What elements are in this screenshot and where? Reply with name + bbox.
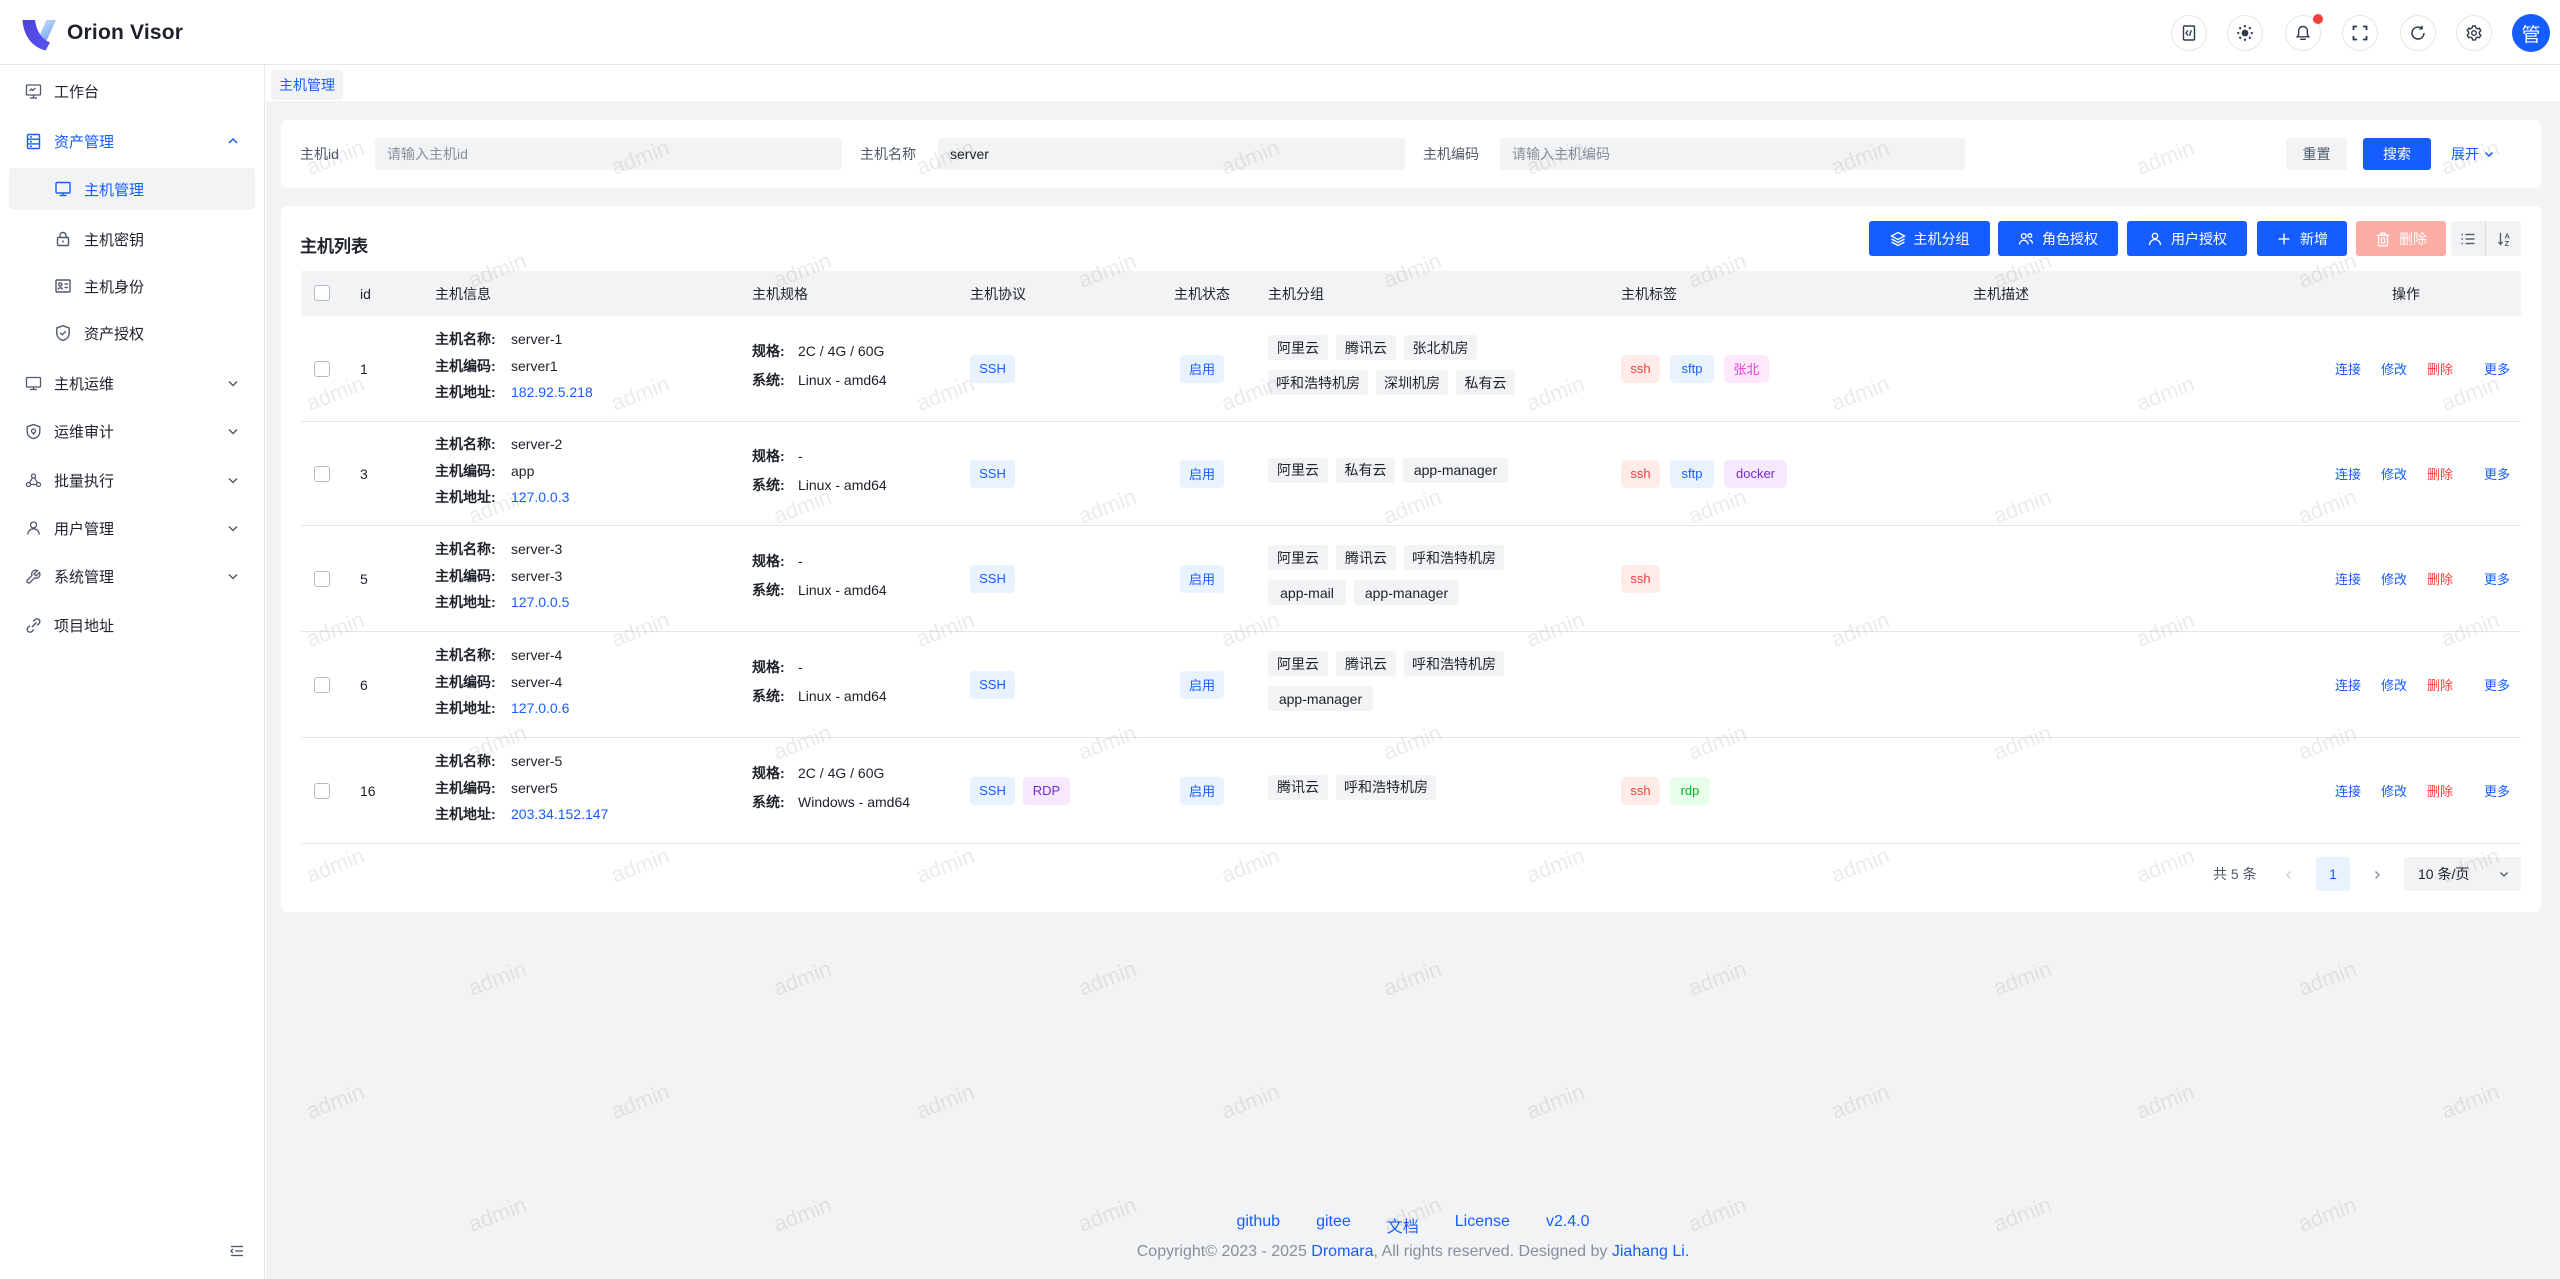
svg-text:Z: Z [2504,239,2509,247]
